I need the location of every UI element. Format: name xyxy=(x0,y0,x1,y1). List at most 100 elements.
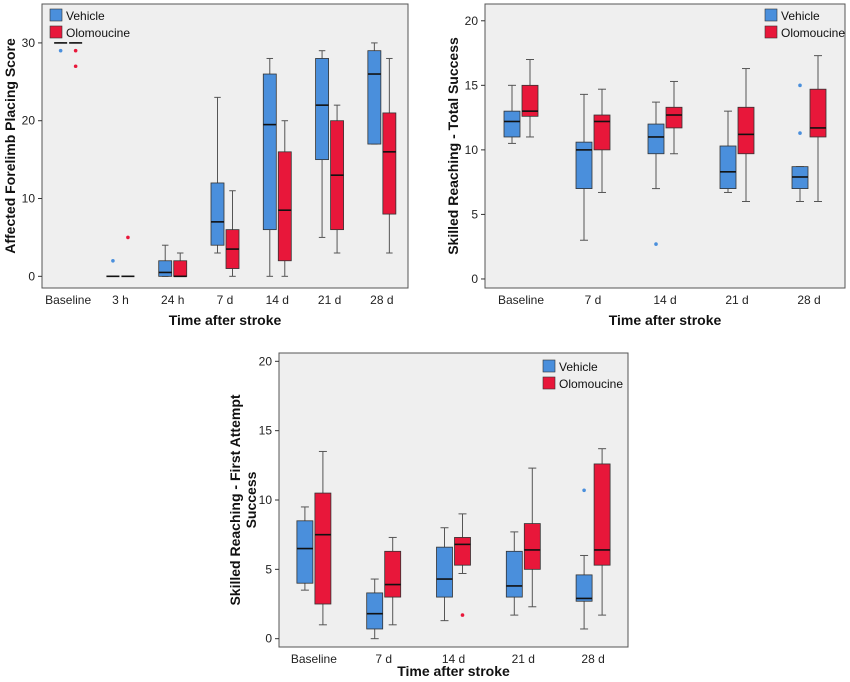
y-tick-label: 20 xyxy=(22,114,36,128)
box-body xyxy=(382,112,397,215)
x-tick-label: 7 d xyxy=(217,293,234,307)
box-body xyxy=(277,151,292,262)
outlier-point xyxy=(798,83,802,88)
box-vehicle-3 xyxy=(719,110,737,193)
box-vehicle-1 xyxy=(575,93,593,241)
x-tick-label: 14 d xyxy=(266,293,289,307)
chart-total: 0 5 10 15 20 Baseline 7 d 14 d 21 d 28 d Time afte… xyxy=(445,3,846,328)
x-tick-label: Baseline xyxy=(291,652,337,666)
outlier-point xyxy=(73,64,78,69)
box-olomoucine-0 xyxy=(314,450,332,626)
y-tick-label: 5 xyxy=(471,207,478,221)
outlier-point xyxy=(58,48,63,53)
box-vehicle-4 xyxy=(575,488,593,630)
y-axis-title-line: Skilled Reaching - First Attempt xyxy=(227,394,243,605)
box-olomoucine-5 xyxy=(330,104,344,254)
x-tick-label: 14 d xyxy=(653,293,676,307)
x-tick-label: 7 d xyxy=(375,652,392,666)
x-axis-title: Time after stroke xyxy=(397,663,510,677)
box-vehicle-3 xyxy=(505,531,523,616)
box-olomoucine-3 xyxy=(523,467,541,608)
y-tick-label: 20 xyxy=(465,14,479,28)
box-body xyxy=(296,520,314,584)
box-body xyxy=(809,88,827,138)
box-olomoucine-1 xyxy=(593,88,611,193)
box-body xyxy=(262,73,277,231)
box-body xyxy=(719,145,737,189)
box-vehicle-2 xyxy=(436,527,453,622)
y-tick-label: 15 xyxy=(465,78,479,92)
box-body xyxy=(314,492,332,605)
box-olomoucine-3 xyxy=(225,190,240,277)
box-olomoucine-6 xyxy=(382,57,397,254)
box-olomoucine-2 xyxy=(665,80,683,155)
box-body xyxy=(315,58,329,161)
box-body xyxy=(503,110,521,138)
box-body xyxy=(593,463,611,566)
chart-forelimb: 0 10 20 30 Baseline 3 h 24 h 7 d 14 d 21 d 28 d Tim… xyxy=(2,3,409,328)
box-body xyxy=(665,106,683,129)
box-olomoucine-4 xyxy=(809,55,827,203)
box-body xyxy=(575,574,593,602)
box-vehicle-3 xyxy=(210,96,225,254)
y-tick-label: 5 xyxy=(265,562,272,576)
box-body xyxy=(158,260,173,277)
x-tick-label: Baseline xyxy=(498,293,544,307)
box-olomoucine-0 xyxy=(521,59,539,138)
y-tick-label: 15 xyxy=(259,424,273,438)
y-tick-label: 30 xyxy=(22,36,36,50)
box-body xyxy=(593,114,611,151)
box-body xyxy=(737,106,755,155)
legend-label: Vehicle xyxy=(66,9,105,23)
x-tick-label: 14 d xyxy=(442,652,465,666)
outlier-point xyxy=(798,131,802,135)
box-body xyxy=(367,50,382,145)
x-tick-label: Baseline xyxy=(45,293,91,307)
outlier-point xyxy=(126,235,130,240)
legend-label: Vehicle xyxy=(781,9,820,23)
box-olomoucine-1 xyxy=(121,235,135,278)
x-tick-label: 7 d xyxy=(585,293,602,307)
legend-swatch xyxy=(542,359,556,373)
box-vehicle-6 xyxy=(367,42,382,145)
box-olomoucine-4 xyxy=(593,448,611,616)
x-tick-label: 24 h xyxy=(161,293,184,307)
box-body xyxy=(575,141,593,190)
outlier-point xyxy=(582,488,586,493)
legend-label: Olomoucine xyxy=(781,26,845,40)
chart-first: 0 5 10 15 20 Baseline 7 d 14 d 21 d 28 d Time afte… xyxy=(227,352,629,679)
box-vehicle-0 xyxy=(296,506,314,591)
plot-area xyxy=(41,3,409,289)
x-tick-label: 3 h xyxy=(112,293,129,307)
outlier-point xyxy=(73,48,78,53)
box-vehicle-0 xyxy=(54,42,68,53)
legend-swatch xyxy=(49,25,63,39)
y-tick-label: 0 xyxy=(28,269,35,283)
x-tick-label: 28 d xyxy=(581,652,604,666)
y-axis-title-line: Success xyxy=(243,471,259,528)
outlier-point xyxy=(460,613,465,617)
plot-area xyxy=(484,3,846,289)
box-olomoucine-0 xyxy=(69,42,83,69)
plot-area xyxy=(278,352,629,648)
box-body xyxy=(523,523,541,570)
legend-label: Olomoucine xyxy=(559,377,623,391)
box-vehicle-4 xyxy=(262,57,277,277)
legend-swatch xyxy=(764,8,778,22)
box-body xyxy=(505,550,523,598)
y-tick-label: 0 xyxy=(471,272,478,286)
x-axis-title: Time after stroke xyxy=(609,312,722,328)
y-tick-label: 10 xyxy=(22,192,36,206)
legend-swatch xyxy=(542,376,556,390)
box-vehicle-2 xyxy=(647,101,665,246)
box-body xyxy=(436,546,453,598)
box-body xyxy=(210,182,225,246)
y-tick-label: 10 xyxy=(259,493,273,507)
box-body xyxy=(521,84,539,117)
box-vehicle-2 xyxy=(158,244,173,277)
legend-label: Vehicle xyxy=(559,360,598,374)
y-axis-title: Skilled Reaching - Total Success xyxy=(445,37,461,255)
box-vehicle-0 xyxy=(503,84,521,144)
